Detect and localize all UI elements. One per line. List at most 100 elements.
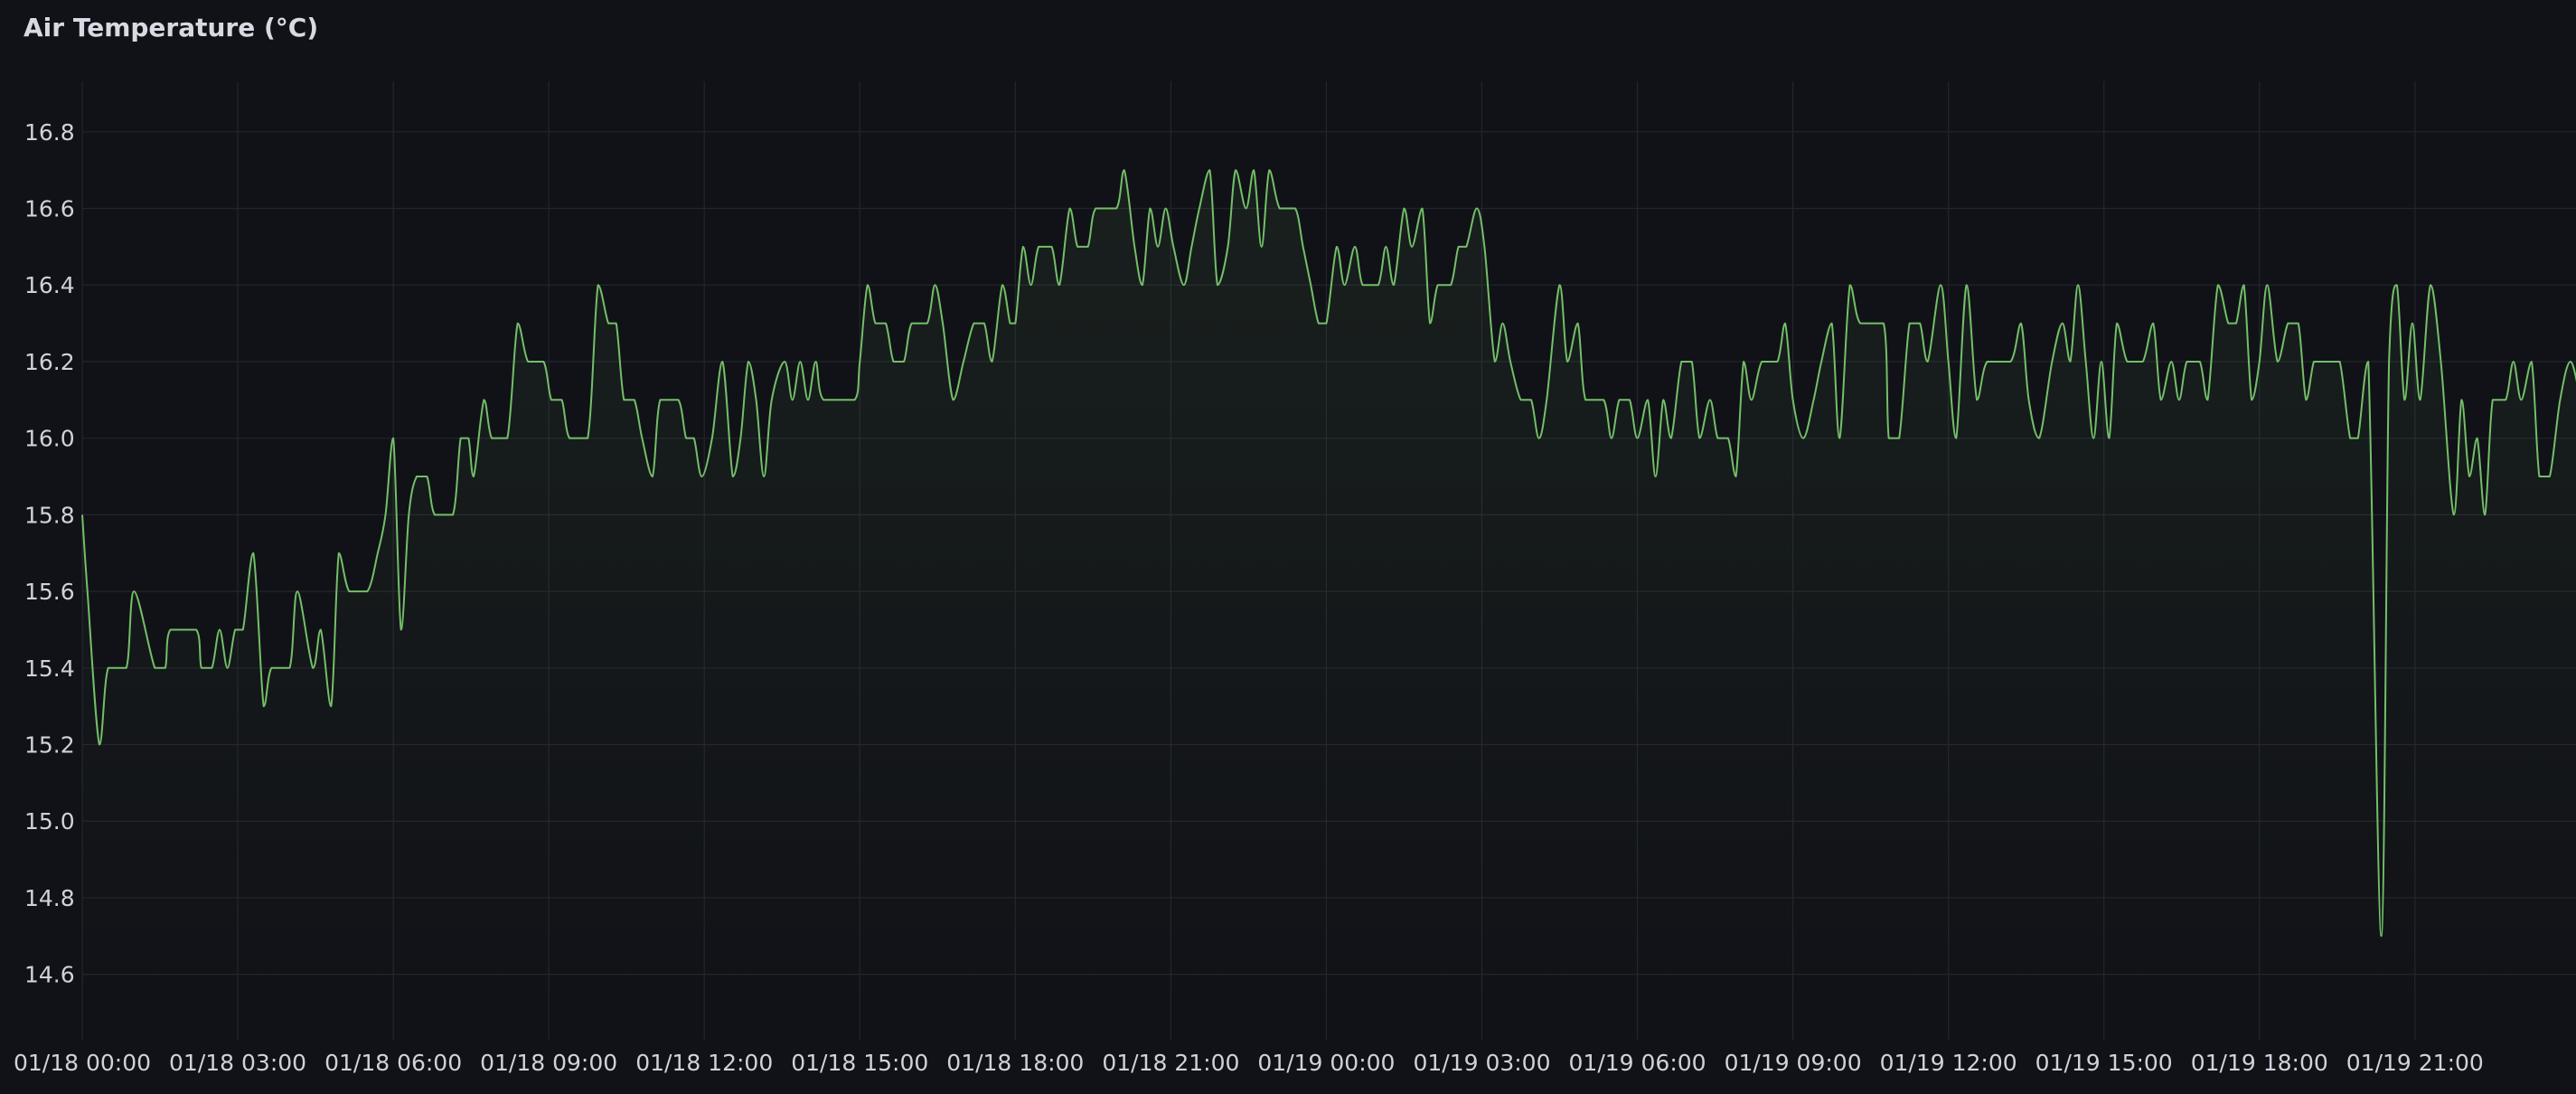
data-point: [1068, 207, 1072, 211]
data-point: [2327, 360, 2331, 363]
y-tick-label: 16.2: [24, 349, 75, 375]
y-tick-label: 16.6: [24, 196, 75, 222]
y-tick-label: 15.0: [24, 808, 75, 835]
data-point: [2185, 360, 2188, 363]
data-point: [2258, 360, 2261, 363]
data-point: [132, 589, 136, 593]
data-point: [1775, 360, 1779, 363]
data-point: [1918, 322, 1922, 325]
data-point: [2297, 322, 2300, 325]
data-point: [2380, 934, 2383, 938]
data-point: [1094, 207, 1097, 211]
data-point: [651, 475, 654, 478]
data-point: [1436, 283, 1440, 287]
data-point: [2387, 360, 2391, 363]
data-point: [2115, 322, 2119, 325]
data-point: [1742, 360, 1745, 363]
x-tick-label: 01/19 03:00: [1413, 1050, 1550, 1076]
data-point: [1245, 207, 1248, 211]
data-point: [425, 475, 428, 478]
data-point: [1182, 283, 1186, 287]
data-point: [2141, 360, 2145, 363]
data-point: [241, 627, 245, 631]
data-point: [1302, 245, 1305, 249]
data-point: [586, 437, 589, 440]
data-point: [2008, 360, 2012, 363]
data-point: [1947, 360, 1951, 363]
data-point: [1975, 398, 1979, 401]
data-point: [2126, 360, 2129, 363]
x-tick-label: 01/18 03:00: [169, 1050, 306, 1076]
x-tick-label: 01/19 06:00: [1569, 1050, 1706, 1076]
data-point: [1545, 398, 1548, 401]
data-point: [1449, 283, 1453, 287]
data-point: [783, 360, 786, 363]
data-point: [747, 360, 750, 363]
data-point: [2068, 360, 2072, 363]
x-tick-label: 01/18 00:00: [14, 1050, 151, 1076]
data-point: [1260, 245, 1264, 249]
series-line-path[interactable]: [81, 169, 2576, 938]
data-point: [1421, 207, 1424, 211]
y-axis: 14.6 14.8 15.0 15.2 15.4 15.6 15.8 16.0 16.2 16.4…: [24, 119, 75, 988]
data-point: [541, 360, 545, 363]
data-point: [720, 360, 724, 363]
data-point: [822, 398, 825, 401]
data-point: [1208, 168, 1211, 172]
data-point: [2177, 398, 2181, 401]
data-point: [2076, 283, 2080, 287]
data-point: [770, 398, 774, 401]
data-point: [962, 360, 965, 363]
x-tick-label: 01/19 15:00: [2035, 1050, 2173, 1076]
data-point: [1858, 322, 1862, 325]
data-point: [2402, 398, 2406, 401]
data-point: [472, 475, 475, 478]
data-point: [2395, 283, 2399, 287]
data-point: [892, 360, 896, 363]
data-point: [1812, 398, 1816, 401]
data-point: [2265, 283, 2269, 287]
data-point: [1392, 283, 1396, 287]
x-tick-label: 01/18 15:00: [791, 1050, 928, 1076]
data-point: [1353, 245, 1357, 249]
data-point: [1335, 245, 1339, 249]
data-point: [415, 475, 418, 478]
data-point: [1529, 398, 1533, 401]
data-point: [731, 475, 735, 478]
x-tick-label: 01/19 00:00: [1257, 1050, 1395, 1076]
data-point: [384, 513, 388, 516]
data-point: [347, 589, 351, 593]
data-point: [2504, 398, 2507, 401]
data-point: [1252, 168, 1255, 172]
data-point: [80, 513, 84, 516]
data-point: [2548, 475, 2552, 478]
data-point: [658, 398, 662, 401]
data-point: [1690, 360, 1694, 363]
x-axis: 01/18 00:00 01/18 03:00 01/18 06:00 01/18 0…: [14, 1050, 2484, 1076]
data-point: [2084, 360, 2088, 363]
data-point: [125, 666, 128, 670]
data-point: [806, 398, 810, 401]
data-point: [1939, 283, 1942, 287]
data-point: [2198, 360, 2202, 363]
data-point: [210, 666, 213, 670]
data-point: [1343, 283, 1347, 287]
data-point: [1324, 322, 1328, 325]
panel-title: Air Temperature (°C): [24, 13, 319, 42]
data-point: [2320, 360, 2324, 363]
data-point: [466, 437, 470, 440]
y-tick-label: 16.0: [24, 426, 75, 452]
data-point: [755, 398, 758, 401]
data-point: [982, 322, 986, 325]
data-point: [1887, 437, 1891, 440]
data-point: [86, 589, 89, 593]
y-tick-label: 15.2: [24, 732, 75, 759]
data-point: [296, 589, 299, 593]
data-point: [1493, 360, 1497, 363]
data-point: [1226, 245, 1229, 249]
data-point: [684, 437, 688, 440]
data-point: [2019, 322, 2023, 325]
series-line: [80, 168, 2576, 938]
data-point: [311, 666, 315, 670]
